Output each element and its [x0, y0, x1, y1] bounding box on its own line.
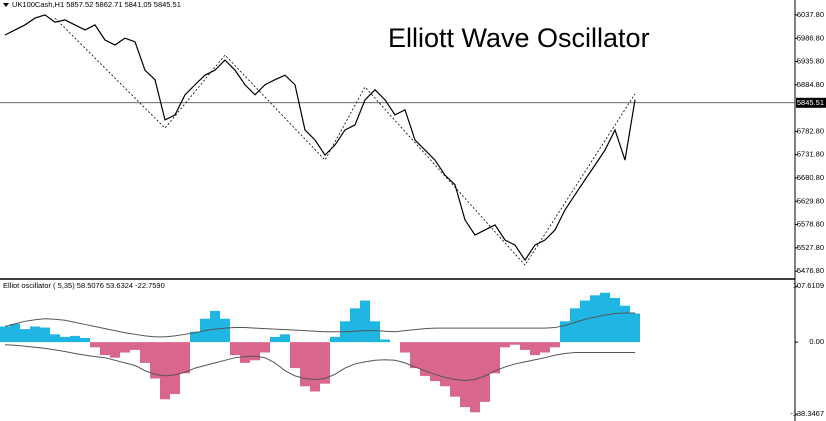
histogram-bar	[320, 342, 330, 384]
histogram-bar	[210, 310, 220, 343]
histogram-bar	[190, 331, 200, 343]
histogram-bar	[560, 321, 570, 343]
histogram-bar	[610, 297, 620, 343]
price-line	[4, 14, 636, 262]
histogram-bar	[520, 342, 530, 350]
histogram-bar	[600, 292, 610, 343]
histogram-bar	[580, 300, 590, 343]
histogram-bar	[250, 342, 260, 361]
histogram-bar	[270, 336, 280, 343]
histogram-bar	[370, 321, 380, 343]
upper-band	[4, 312, 635, 338]
histogram-bar	[140, 342, 150, 363]
y-tick-label: 6037.80	[797, 10, 824, 19]
histogram-bar	[120, 342, 130, 353]
y-tick-label: 5629.80	[797, 196, 824, 205]
histogram-bar	[230, 342, 240, 356]
histogram-bar	[260, 342, 270, 353]
y-tick-label: 5731.80	[797, 150, 824, 159]
y-tick-label: 107.6109	[793, 281, 824, 290]
histogram-bar	[410, 342, 420, 369]
histogram-bar	[130, 342, 140, 350]
histogram-bar	[30, 326, 40, 343]
histogram-bar	[0, 326, 10, 343]
histogram-bar	[240, 342, 250, 363]
histogram-bar	[420, 342, 430, 376]
y-tick-label: 5578.80	[797, 220, 824, 229]
histogram-bar	[430, 342, 440, 382]
histogram-bar	[620, 305, 630, 343]
chart-annotation: Elliott Wave Oscillator	[388, 23, 650, 53]
histogram-bar	[150, 342, 160, 379]
histogram-bar	[10, 323, 20, 343]
last-price-label: 5845.51	[797, 98, 824, 107]
histogram-bar	[50, 334, 60, 343]
lower-band	[4, 344, 635, 382]
histogram-bar	[510, 342, 520, 345]
y-tick-label: 5935.80	[797, 57, 824, 66]
last-price-box	[796, 97, 826, 108]
histogram-bar	[180, 342, 190, 374]
zigzag-line	[54, 17, 636, 266]
histogram-bar	[360, 300, 370, 343]
y-tick-label: 5527.80	[797, 243, 824, 252]
histogram-bar	[90, 342, 100, 348]
y-tick-label: 5680.80	[797, 173, 824, 182]
oscillator-title: Elliot oscillator ( 5,35) 58.5076 53.632…	[3, 281, 165, 290]
histogram-bar	[570, 308, 580, 343]
y-tick-label: 5782.80	[797, 126, 824, 135]
histogram-bar	[500, 342, 510, 348]
histogram-bar	[110, 342, 120, 358]
histogram-bar	[530, 342, 540, 356]
histogram-bar	[590, 295, 600, 343]
histogram-bar	[450, 342, 460, 397]
histogram-bar	[550, 342, 560, 348]
y-tick-label: 5476.80	[797, 266, 824, 275]
histogram-bar	[290, 342, 300, 369]
histogram-bar	[480, 342, 490, 402]
y-tick-label: 5986.80	[797, 33, 824, 42]
histogram-bar	[310, 342, 320, 392]
histogram-bar	[300, 342, 310, 387]
histogram-bar	[80, 337, 90, 343]
menu-icon	[3, 3, 9, 7]
histogram-bar	[220, 318, 230, 343]
y-tick-label: 5884.80	[797, 80, 824, 89]
y-tick-label: 0.00	[809, 337, 824, 346]
histogram-bar	[40, 327, 50, 343]
histogram-bar	[350, 308, 360, 343]
histogram-bar	[330, 336, 340, 343]
chart-title: UK100Cash,H1 5857.52 5862.71 5841.05 584…	[12, 0, 181, 9]
histogram-bar	[440, 342, 450, 387]
histogram-bar	[280, 334, 290, 343]
histogram-bar	[100, 342, 110, 356]
histogram-bar	[20, 329, 30, 343]
histogram-bar	[400, 342, 410, 353]
histogram-bar	[540, 342, 550, 353]
histogram-bar	[380, 339, 390, 343]
histogram-bar	[490, 342, 500, 374]
histogram-bar	[60, 336, 70, 343]
histogram-bar	[630, 313, 640, 343]
histogram-bar	[460, 342, 470, 408]
y-tick-label: -138.3467	[790, 409, 824, 418]
histogram-bar	[160, 342, 170, 400]
histogram-bar	[470, 342, 480, 413]
histogram-bar	[70, 335, 80, 343]
histogram-bar	[170, 342, 180, 395]
